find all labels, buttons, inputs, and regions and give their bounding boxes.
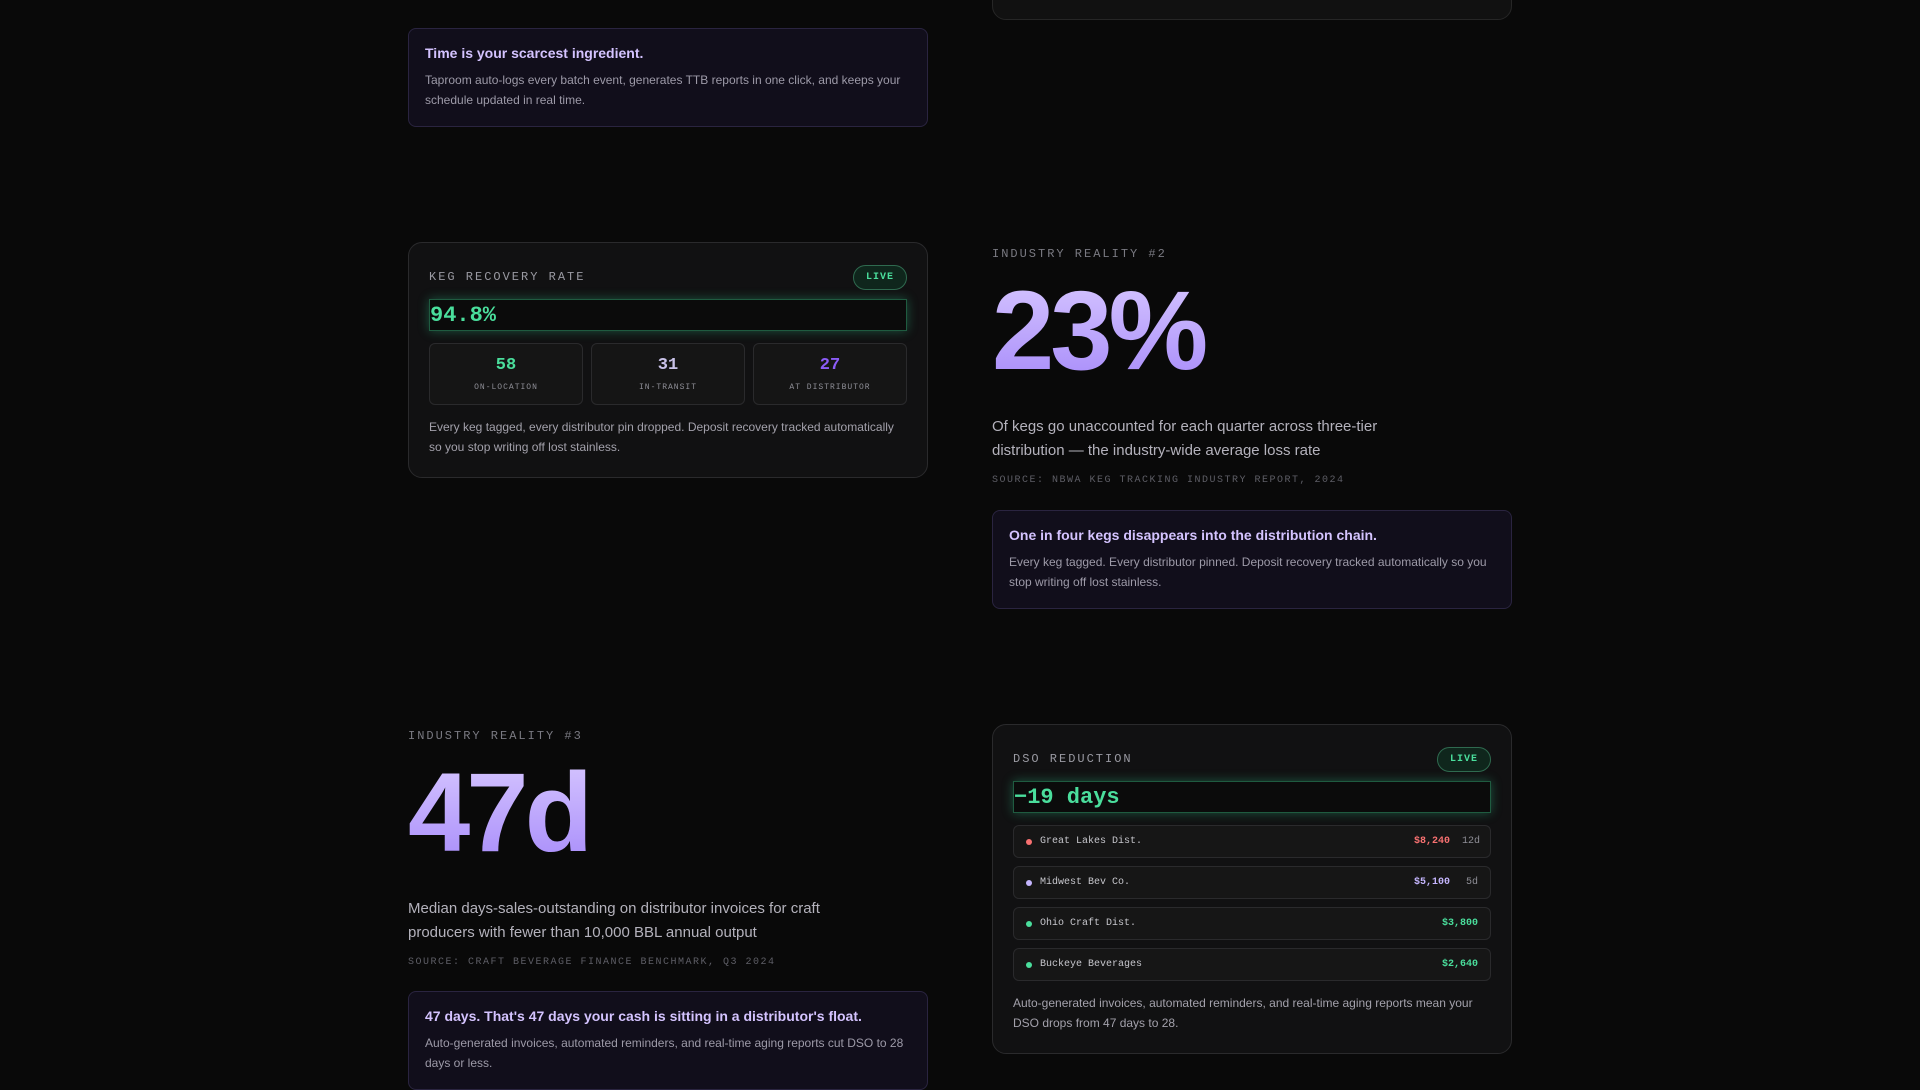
callout-dso-title: 47 days. That's 47 days your cash is sit… <box>425 1008 862 1024</box>
stat-value: 27 <box>819 356 841 375</box>
reality-2-source: SOURCE: NBWA KEG TRACKING INDUSTRY REPOR… <box>992 475 1345 486</box>
distributor-row: Ohio Craft Dist. $3,800 <box>1013 907 1491 940</box>
keg-recovery-card: KEG RECOVERY RATE LIVE 94.8% 58 ON-LOCAT… <box>408 242 928 478</box>
keg-card-title: KEG RECOVERY RATE <box>429 270 586 284</box>
distributor-name: Buckeye Beverages <box>1040 959 1143 970</box>
industry-reality-3: INDUSTRY REALITY #3 47d Median days-sale… <box>408 729 948 968</box>
partial-card <box>992 0 1512 20</box>
distributor-list: Great Lakes Dist. $8,240 12d Midwest Bev… <box>1013 825 1491 981</box>
stat-at-distributor: 27 AT DISTRIBUTOR <box>753 343 907 405</box>
distributor-row: Great Lakes Dist. $8,240 12d <box>1013 825 1491 858</box>
callout-time: Time is your scarcest ingredient. Taproo… <box>408 28 928 127</box>
keg-recovery-value: 94.8% <box>430 302 497 328</box>
status-dot-icon <box>1026 920 1032 927</box>
distributor-days: 5d <box>1465 877 1478 888</box>
stat-label: ON-LOCATION <box>474 383 538 392</box>
dso-card-title: DSO REDUCTION <box>1013 752 1133 766</box>
distributor-amount: $3,800 <box>1441 918 1478 929</box>
reality-3-source: SOURCE: CRAFT BEVERAGE FINANCE BENCHMARK… <box>408 957 776 968</box>
live-badge: LIVE <box>852 264 907 290</box>
live-badge: LIVE <box>1436 746 1491 772</box>
keg-stats: 58 ON-LOCATION 31 IN-TRANSIT 27 AT DISTR… <box>429 343 907 405</box>
reality-2-description: Of kegs go unaccounted for each quarter … <box>992 418 1378 459</box>
distributor-name: Great Lakes Dist. <box>1040 836 1143 847</box>
distributor-amount: $5,100 <box>1413 877 1450 888</box>
callout-kegs-body: Every keg tagged. Every distributor pinn… <box>1009 555 1487 589</box>
distributor-row: Buckeye Beverages $2,640 <box>1013 948 1491 981</box>
stat-value: 31 <box>657 356 679 375</box>
distributor-name: Midwest Bev Co. <box>1040 877 1131 888</box>
callout-kegs-title: One in four kegs disappears into the dis… <box>1009 527 1377 543</box>
distributor-days: 12d <box>1462 836 1481 847</box>
stat-on-location: 58 ON-LOCATION <box>429 343 583 405</box>
stat-in-transit: 31 IN-TRANSIT <box>591 343 745 405</box>
distributor-name: Ohio Craft Dist. <box>1040 918 1137 929</box>
industry-reality-2: INDUSTRY REALITY #2 23% Of kegs go unacc… <box>992 247 1532 486</box>
keg-recovery-meter: 94.8% <box>429 299 907 331</box>
status-dot-icon <box>1026 879 1032 886</box>
distributor-amount: $2,640 <box>1441 959 1478 970</box>
stat-label: AT DISTRIBUTOR <box>789 383 871 392</box>
dso-card-description: Auto-generated invoices, automated remin… <box>1013 996 1473 1030</box>
reality-2-eyebrow: INDUSTRY REALITY #2 <box>992 247 1167 261</box>
dso-reduction-card: DSO REDUCTION LIVE −19 days Great Lakes … <box>992 724 1512 1054</box>
status-dot-icon <box>1026 838 1032 845</box>
distributor-row: Midwest Bev Co. $5,100 5d <box>1013 866 1491 899</box>
callout-dso: 47 days. That's 47 days your cash is sit… <box>408 991 928 1090</box>
callout-time-body: Taproom auto-logs every batch event, gen… <box>425 73 901 107</box>
status-dot-icon <box>1026 961 1032 968</box>
callout-time-title: Time is your scarcest ingredient. <box>425 45 644 61</box>
callout-kegs: One in four kegs disappears into the dis… <box>992 510 1512 609</box>
callout-dso-body: Auto-generated invoices, automated remin… <box>425 1036 904 1070</box>
stat-label: IN-TRANSIT <box>638 383 697 392</box>
stat-value: 58 <box>495 356 517 375</box>
distributor-amount: $8,240 <box>1413 836 1450 847</box>
reality-3-big-number: 47d <box>408 757 948 869</box>
reality-3-description: Median days-sales-outstanding on distrib… <box>408 900 820 941</box>
dso-meter: −19 days <box>1013 781 1491 813</box>
dso-value: −19 days <box>1014 784 1120 810</box>
reality-2-big-number: 23% <box>992 275 1532 387</box>
keg-card-description: Every keg tagged, every distributor pin … <box>429 420 894 454</box>
reality-3-eyebrow: INDUSTRY REALITY #3 <box>408 729 583 743</box>
